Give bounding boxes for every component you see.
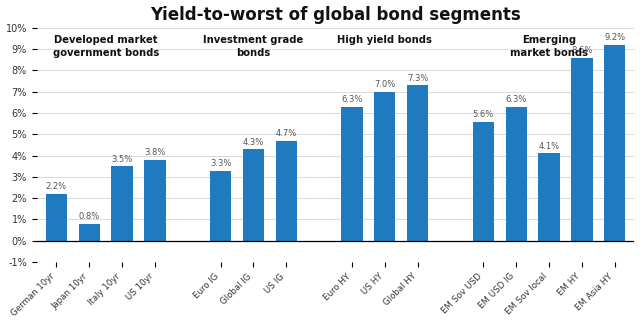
Bar [144, 160, 166, 241]
Bar [473, 122, 494, 241]
Text: 5.6%: 5.6% [473, 110, 494, 119]
Text: 6.3%: 6.3% [341, 95, 363, 104]
Bar [538, 154, 560, 241]
Text: 3.5%: 3.5% [111, 155, 132, 164]
Text: 4.3%: 4.3% [243, 138, 264, 147]
Bar [79, 224, 100, 241]
Text: 7.0%: 7.0% [374, 80, 396, 89]
Bar [374, 92, 396, 241]
Bar [276, 141, 297, 241]
Bar [210, 170, 231, 241]
Text: 2.2%: 2.2% [46, 182, 67, 191]
Text: 3.8%: 3.8% [144, 148, 166, 157]
Text: 3.3%: 3.3% [210, 159, 231, 168]
Text: 9.2%: 9.2% [604, 33, 625, 42]
Text: Developed market
government bonds: Developed market government bonds [52, 35, 159, 58]
Bar [506, 107, 527, 241]
Text: 4.7%: 4.7% [276, 129, 297, 138]
Bar [604, 45, 625, 241]
Bar [407, 85, 428, 241]
Text: 0.8%: 0.8% [79, 212, 100, 221]
Title: Yield-to-worst of global bond segments: Yield-to-worst of global bond segments [150, 6, 521, 24]
Text: 7.3%: 7.3% [407, 74, 428, 83]
Text: 8.6%: 8.6% [572, 46, 593, 55]
Text: High yield bonds: High yield bonds [337, 35, 432, 45]
Bar [243, 149, 264, 241]
Text: 6.3%: 6.3% [506, 95, 527, 104]
Bar [45, 194, 67, 241]
Text: 4.1%: 4.1% [538, 142, 559, 151]
Bar [111, 166, 132, 241]
Text: Investment grade
bonds: Investment grade bonds [204, 35, 303, 58]
Bar [341, 107, 363, 241]
Bar [572, 58, 593, 241]
Text: Emerging
market bonds: Emerging market bonds [510, 35, 588, 58]
